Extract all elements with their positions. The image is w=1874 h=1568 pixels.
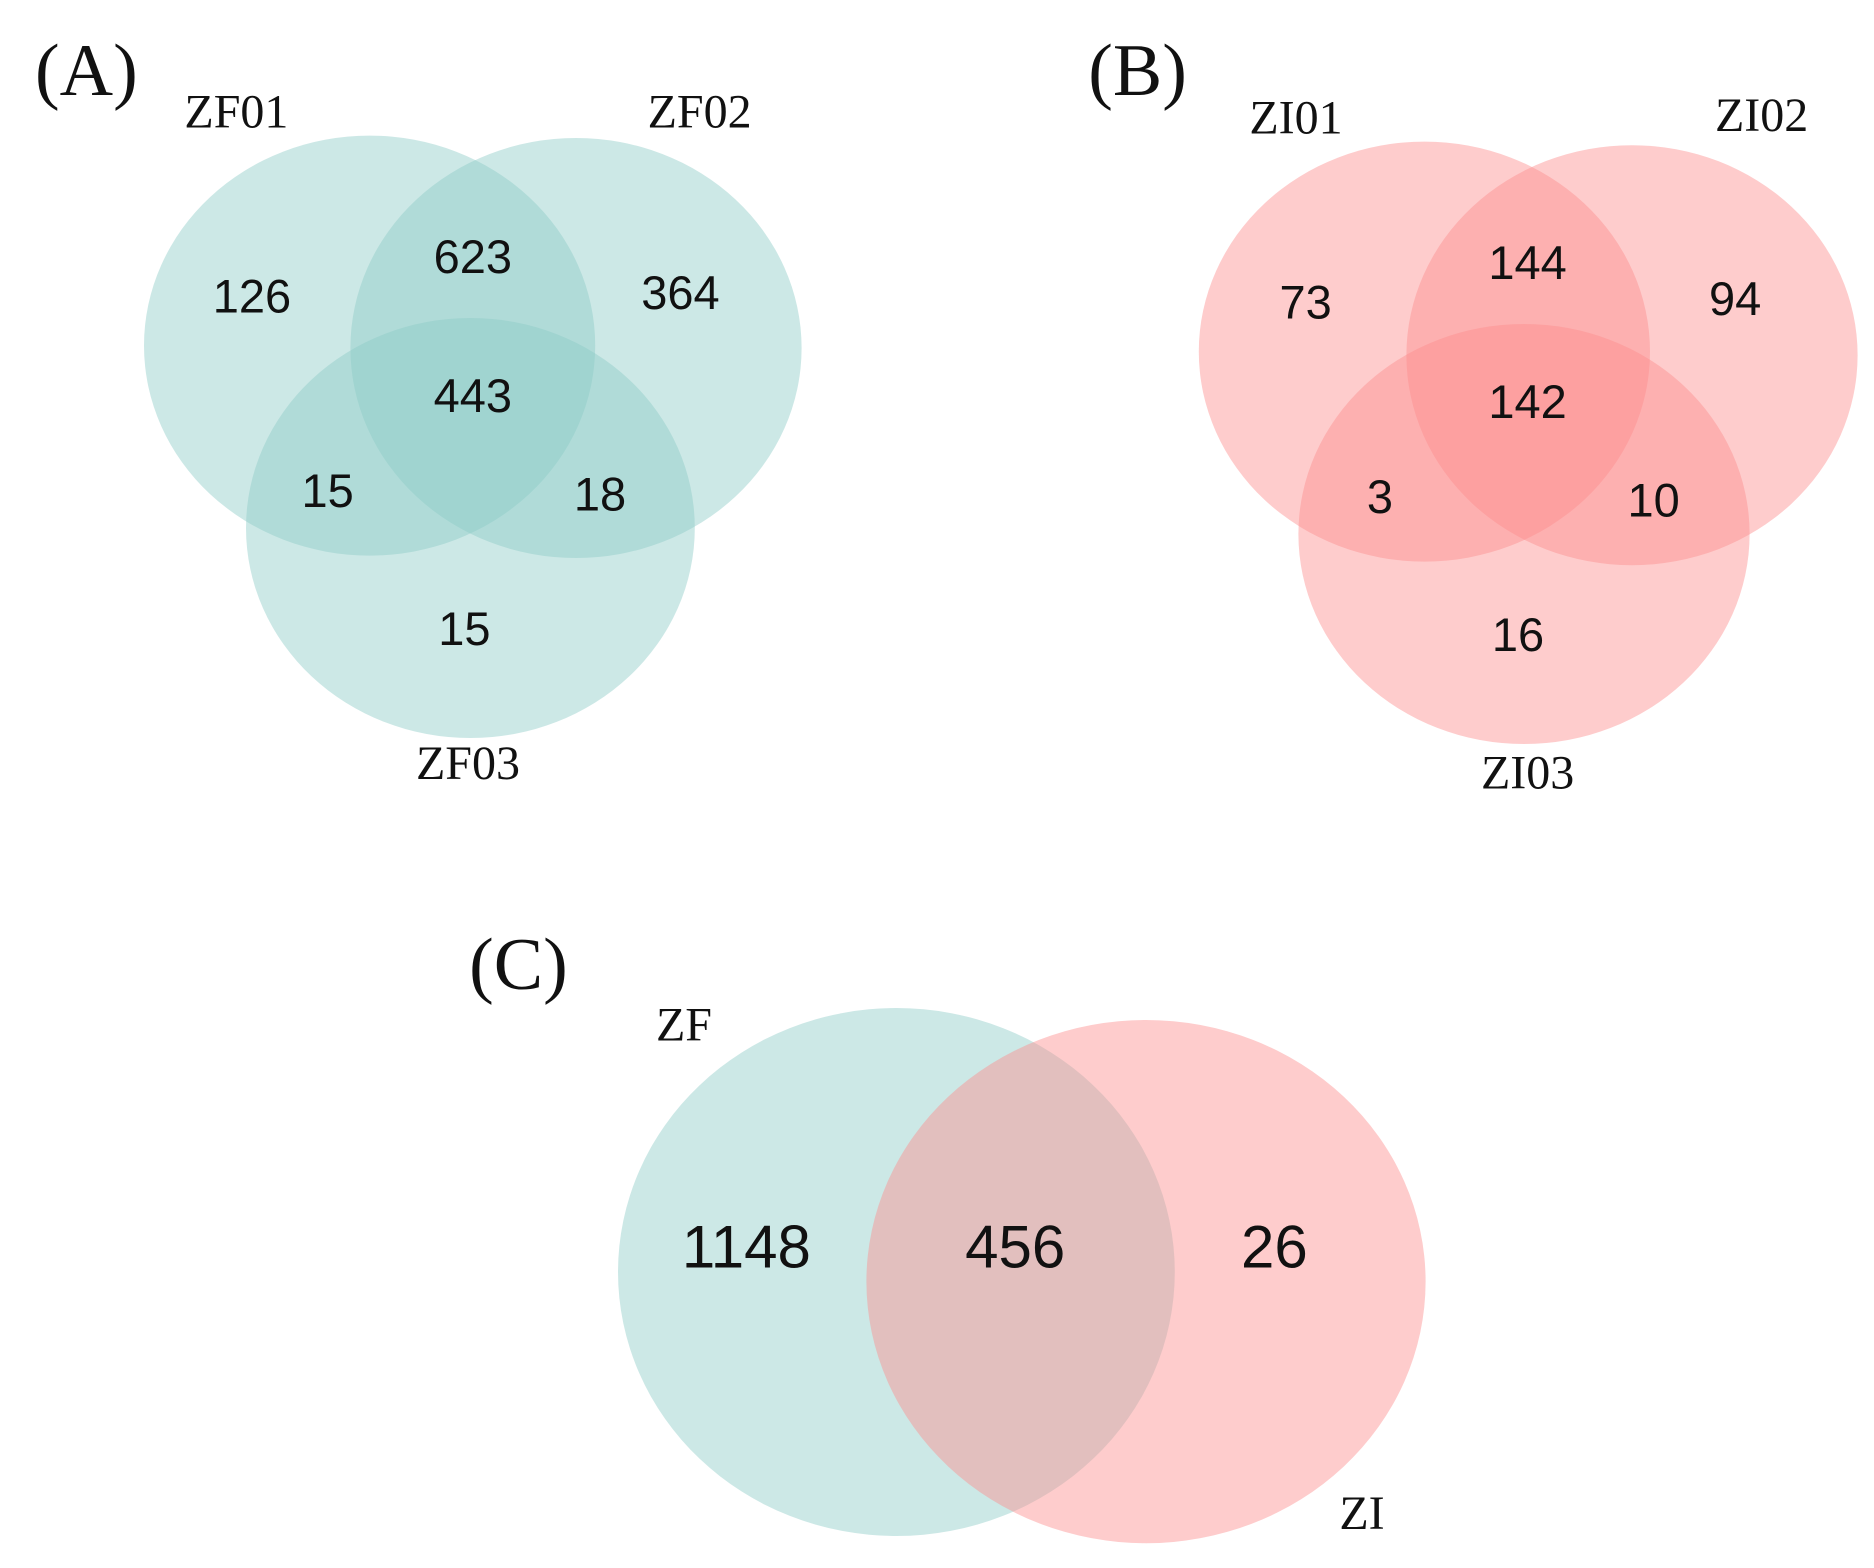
- set-circle: [246, 318, 695, 738]
- set-circle: [1298, 324, 1750, 744]
- region-count: 73: [1279, 275, 1331, 328]
- region-count: 18: [574, 467, 626, 520]
- region-count: 94: [1709, 272, 1761, 325]
- region-count: 16: [1492, 608, 1544, 661]
- panel-title: (A): [35, 30, 138, 112]
- region-count: 15: [301, 464, 353, 517]
- set-circle: [144, 135, 596, 556]
- region-count: 10: [1627, 473, 1679, 526]
- set-label: ZF02: [648, 85, 752, 138]
- set-label: ZF: [656, 999, 712, 1052]
- set-circle: [618, 1008, 1175, 1536]
- region-count: 364: [641, 266, 719, 319]
- region-count: 26: [1241, 1213, 1308, 1280]
- region-count: 144: [1488, 236, 1566, 289]
- region-count: 126: [213, 269, 291, 322]
- set-label: ZI02: [1715, 89, 1808, 142]
- set-label: ZI03: [1481, 747, 1574, 800]
- region-count: 456: [965, 1213, 1065, 1280]
- region-count: 623: [434, 230, 512, 283]
- region-count: 1148: [682, 1213, 811, 1280]
- set-label: ZF01: [184, 85, 288, 138]
- panel-title: (C): [469, 924, 568, 1006]
- set-circle: [1406, 145, 1858, 566]
- set-circle: [866, 1020, 1426, 1544]
- panel-title: (B): [1088, 30, 1187, 112]
- set-circle: [350, 138, 802, 558]
- region-count: 15: [438, 602, 490, 655]
- region-count: 3: [1367, 470, 1393, 523]
- set-label: ZF03: [416, 737, 520, 790]
- set-label: ZI01: [1249, 91, 1342, 144]
- set-circle: [1198, 141, 1650, 562]
- region-count: 142: [1488, 375, 1566, 428]
- set-label: ZI: [1339, 1487, 1384, 1540]
- region-count: 443: [434, 369, 512, 422]
